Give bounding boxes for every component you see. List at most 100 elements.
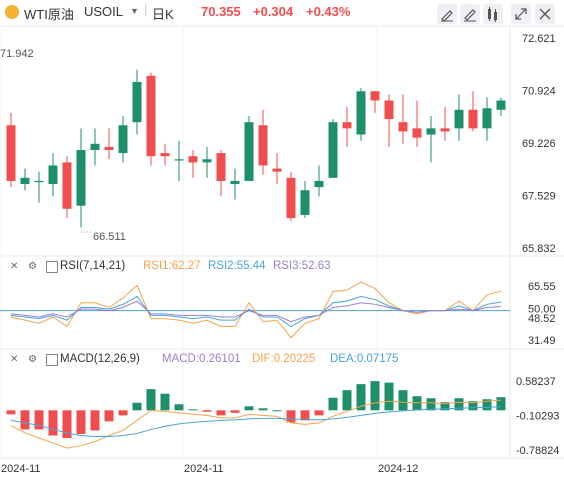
candle-body [412,128,422,138]
candle-body [398,122,408,132]
macd-bar [230,410,240,413]
indicator-icon[interactable] [483,4,503,24]
macd-line-dea [10,406,502,437]
macd-bar [6,410,16,415]
x-axis-label: 2024-11 [184,463,224,475]
macd-bar [258,408,268,411]
candlestick-series [6,69,506,228]
draw-pencil-icon[interactable] [437,4,457,24]
candle-body [34,180,44,183]
macd-bar [188,409,198,411]
candle-body [160,153,170,157]
settings-box-icon[interactable] [46,354,58,366]
candle-body [328,122,338,178]
price-tick-label: 65.832 [522,243,556,255]
rsi-line-rsi1 [10,281,502,339]
price-tick-label: 72.621 [522,33,556,45]
price-tick-label: 69.226 [522,138,556,150]
symbol-name[interactable]: WTI原油 [24,7,74,22]
chevron-down-icon[interactable]: ▼ [130,6,139,16]
macd-bar [426,398,436,411]
x-axis-label: 2024-11 [1,463,41,475]
price-tick-label: 67.529 [522,191,556,203]
candle-body [286,177,296,219]
macd-bar [34,410,44,430]
low-price-label: 66.511 [93,231,126,243]
candle-body [440,128,450,132]
expand-icon[interactable] [511,4,531,24]
dea-label: DEA:0.07175 [330,353,399,365]
macd-bar [244,406,254,411]
settings-box-icon[interactable] [46,261,58,273]
candle-body [272,168,282,172]
rsi-tick-label: 65.55 [528,281,556,293]
price-tick-label: 70.924 [522,85,556,97]
symbol-logo [5,5,19,19]
macd-bar [62,410,72,439]
rsi-series [0,281,510,339]
rsi-tick-label: 48.52 [528,313,556,325]
close-icon[interactable] [535,4,555,24]
macd-bar [356,384,366,411]
collapse-icon[interactable]: ✕ [10,354,19,365]
macd-bar [496,397,506,411]
macd-bar [104,410,114,422]
macd-bar [202,410,212,412]
macd-bar [370,381,380,411]
candle-body [300,190,310,215]
macd-bar [454,398,464,411]
symbol-code[interactable]: USOIL [84,4,124,19]
macd-bar [272,410,282,412]
candle-body [384,100,394,120]
candle-body [342,122,352,129]
macd-bar [286,410,296,423]
rsi-title: RSI(7,14,21) [60,260,126,272]
macd-bar [440,402,450,411]
price-change: +0.304 [253,4,294,19]
candle-body [258,125,268,166]
candle-body [48,165,58,185]
macd-bar [314,410,324,416]
candle-body [356,91,366,135]
gear-icon[interactable]: ⚙ [28,261,37,272]
rsi-tick-label: 50.00 [528,304,556,316]
macd-bar [328,397,338,411]
candle-body [202,159,212,163]
candle-body [174,159,184,161]
candle-body [76,150,86,206]
price-change-pct: +0.43% [306,4,351,19]
macd-bar [482,399,492,411]
rsi2-label: RSI2:55.44 [208,260,266,272]
macd-bar [342,390,352,411]
candle-body [496,100,506,110]
macd-bar [300,410,310,421]
draw-pencil-icon[interactable] [460,4,480,24]
rsi3-label: RSI3:52.63 [273,260,331,272]
macd-bar [118,410,128,416]
candle-body [454,109,464,129]
candle-body [90,143,100,151]
macd-tick-label: -0.10293 [516,410,559,422]
macd-bar [20,410,30,430]
candle-body [216,153,226,181]
timeframe-selector[interactable]: 日K [152,7,174,22]
candle-body [230,180,240,185]
macd-bar [160,393,170,411]
macd-series [6,381,506,449]
macd-bar [468,401,478,411]
rsi-tick-label: 31.49 [528,335,556,347]
macd-bar [90,410,100,431]
candle-body [370,91,380,101]
macd-bar [132,402,142,411]
macd-tick-label: -0.78824 [516,445,559,457]
last-price: 70.355 [201,4,241,19]
candle-body [244,122,254,181]
gear-icon[interactable]: ⚙ [28,354,37,365]
macd-line-dif [10,399,502,449]
macd-label: MACD:0.26101 [162,353,241,365]
macd-bar [48,410,58,436]
collapse-icon[interactable]: ✕ [10,261,19,272]
candle-body [188,156,198,163]
x-axis-label: 2024-12 [378,463,418,475]
